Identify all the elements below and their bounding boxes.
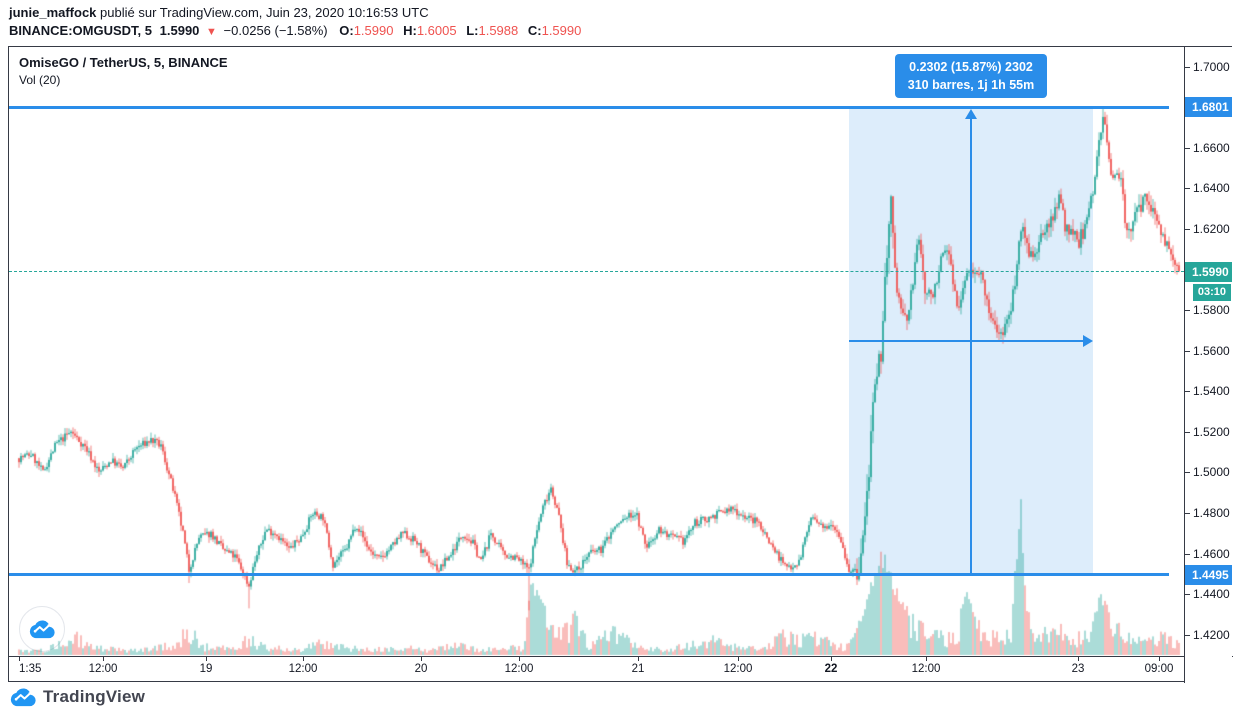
price-axis-tick [1185,431,1190,433]
price-axis-label: 1.4200 [1193,627,1230,642]
price-change: −0.0256 (−1.58%) [223,23,328,38]
footer: TradingView [10,687,145,707]
measure-tooltip[interactable]: 0.2302 (15.87%) 2302 310 barres, 1j 1h 5… [895,54,1047,98]
time-axis-tick [738,657,739,661]
price-axis-tick [1185,228,1190,230]
arrow-up-icon [965,109,977,119]
price-axis[interactable]: 1.7000 1.6600 1.6400 1.6200 1.5800 1.5600 1.54… [1184,47,1232,683]
time-axis-tick [1159,657,1160,661]
chart-title: OmiseGO / TetherUS, 5, BINANCE [19,55,228,70]
price-axis-tick [1185,310,1190,312]
close-value: 1.5990 [541,23,582,38]
time-axis-label: 12:00 [88,663,118,675]
price-axis-tick [1185,391,1190,393]
publish-header: junie_maffock publié sur TradingView.com… [9,4,429,22]
last-price: 1.5990 [159,23,200,38]
price-axis-label: 1.6600 [1193,140,1230,155]
time-axis-tick [638,657,639,661]
time-axis-label: 21 [631,663,645,675]
tradingview-brand-link[interactable]: TradingView [43,687,146,706]
price-axis-label: 1.5200 [1193,424,1230,439]
time-axis-label: 22 [824,663,838,675]
measure-vertical-line[interactable] [970,115,972,575]
price-axis-label: 1.4600 [1193,546,1230,561]
symbol-name: BINANCE:OMGUSDT, 5 [9,23,153,38]
time-axis-label: 12:00 [288,663,318,675]
chart-pane[interactable]: 0.2302 (15.87%) 2302 310 barres, 1j 1h 5… [9,47,1184,656]
time-axis-label: 12:00 [504,663,534,675]
price-axis-label: 1.6200 [1193,221,1230,236]
price-axis-tick [1185,513,1190,514]
chart-frame: 0.2302 (15.87%) 2302 310 barres, 1j 1h 5… [8,46,1233,683]
price-axis-label: 1.4400 [1193,587,1230,602]
candlestick-volume-canvas[interactable] [9,47,1184,656]
time-axis-tick [206,657,207,661]
close-label: C: [527,23,542,38]
time-axis-tick [103,657,104,661]
price-axis-label: 1.6400 [1193,181,1230,196]
high-price-badge: 1.6801 [1185,97,1232,117]
price-axis-label: 1.5400 [1193,384,1230,399]
time-axis-tick [926,657,927,661]
price-axis-tick [1185,188,1190,190]
price-axis-tick [1185,66,1190,68]
measure-change: 0.2302 (15.87%) 2302 [909,60,1033,74]
price-axis-tick [1185,147,1190,149]
price-axis-label: 1.4800 [1193,506,1230,520]
low-level-line[interactable] [9,573,1169,577]
time-axis[interactable]: 1:35 12:00 19 12:00 20 12:00 21 12:00 22 12:00 23 0… [9,656,1233,683]
high-value: 1.6005 [416,23,457,38]
price-axis-tick [1185,350,1190,352]
current-price-dashed-line [9,271,1184,273]
time-axis-label: 12:00 [723,663,753,675]
triangle-down-icon: ▼ [206,26,217,38]
time-axis-label: 12:00 [911,663,941,675]
price-axis-label: 1.5800 [1193,303,1230,318]
price-axis-tick [1185,472,1190,474]
measure-duration: 310 barres, 1j 1h 55m [907,78,1035,92]
tradingview-cloud-icon [10,688,36,707]
author-name: junie_maffock [9,5,97,20]
current-price-badge: 1.5990 [1185,261,1232,282]
time-axis-label: 20 [414,663,428,675]
price-axis-label: 1.7000 [1193,59,1230,74]
price-axis-label: 1.5000 [1193,465,1230,480]
time-axis-label: 1:35 [19,663,42,675]
measure-horizontal-line[interactable] [849,339,1085,342]
time-axis-tick [303,657,304,661]
arrow-right-icon [1083,334,1093,347]
publish-info: publié sur TradingView.com, Juin 23, 202… [96,5,429,20]
price-axis-label: 1.5600 [1193,343,1230,358]
high-label: H: [403,23,417,38]
low-value: 1.5988 [478,23,519,38]
price-axis-tick [1185,634,1190,636]
time-axis-tick [1078,657,1079,661]
open-value: 1.5990 [353,23,394,38]
time-axis-label: 19 [199,663,213,675]
high-level-line[interactable] [9,105,1169,109]
low-label: L: [466,23,479,38]
low-price-badge: 1.4495 [1185,564,1232,585]
volume-indicator-label: Vol (20) [19,73,61,87]
symbol-status-line: BINANCE:OMGUSDT, 5 1.5990 ▼ −0.0256 (−1.… [9,22,587,41]
time-axis-tick [421,657,422,661]
time-axis-tick [19,657,20,661]
bar-countdown-badge: 03:10 [1192,283,1231,301]
ohlc-values: O:1.5990 H:1.6005 L:1.5988 C:1.5990 [339,23,587,38]
time-axis-label: 23 [1071,663,1085,675]
open-label: O: [339,23,354,38]
time-axis-label: 09:00 [1144,663,1174,675]
time-axis-tick [519,657,520,661]
price-axis-tick [1185,553,1190,555]
price-axis-tick [1185,594,1190,596]
time-axis-tick [831,657,832,661]
